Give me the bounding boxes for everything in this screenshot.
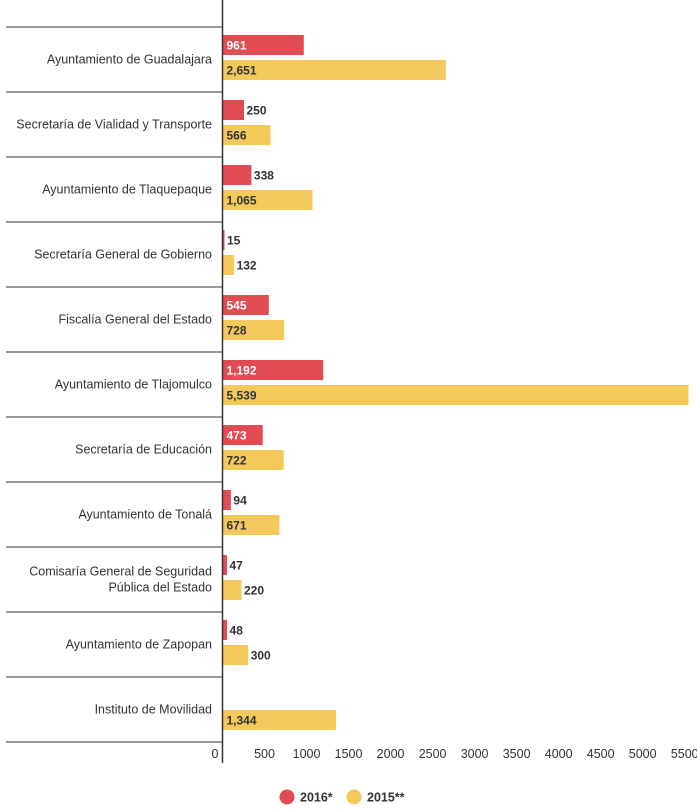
x-tick-label: 3500 <box>503 747 531 761</box>
bar-value-labels: 961 250 338 15 545 1,192 473 94 47 48 2,651 566 1,06… <box>227 39 275 728</box>
x-tick-label: 5500 <box>671 747 697 761</box>
category-label: Secretaría General de Gobierno <box>34 248 212 262</box>
bar-2015 <box>223 125 271 145</box>
category-label: Secretaría de Vialidad y Transporte <box>16 118 212 132</box>
bar-value-label: 47 <box>229 559 243 573</box>
category-label: Instituto de Movilidad <box>95 703 212 717</box>
bar-value-label: 1,192 <box>227 364 257 378</box>
bar-value-label: 48 <box>230 624 244 638</box>
bar-value-label: 671 <box>227 519 247 533</box>
category-label: Ayuntamiento de Tonalá <box>78 508 212 522</box>
category-label: Ayuntamiento de Tlaquepaque <box>42 183 212 197</box>
x-tick-label: 3000 <box>461 747 489 761</box>
bar-2016 <box>223 620 228 640</box>
x-tick-label: 2500 <box>419 747 447 761</box>
category-label: Ayuntamiento de Tlajomulco <box>55 378 212 392</box>
bar-value-label: 722 <box>227 454 247 468</box>
bar-2016 <box>223 555 227 575</box>
bar-value-label: 545 <box>227 299 247 313</box>
bar-2016 <box>223 230 225 250</box>
bar-2016 <box>223 425 263 445</box>
bar-value-label: 338 <box>254 169 274 183</box>
bar-2015 <box>223 580 242 600</box>
x-axis-tick-labels: 0 500 1000 1500 2000 2500 3000 3500 4000 4500 5000… <box>212 747 697 761</box>
bar-value-label: 250 <box>247 104 267 118</box>
x-tick-label: 4500 <box>587 747 615 761</box>
category-label: Ayuntamiento de Guadalajara <box>47 53 212 67</box>
bar-value-label: 94 <box>233 494 247 508</box>
bar-value-label: 132 <box>237 259 257 273</box>
legend: 2016* 2015** <box>279 789 405 805</box>
bar-value-label: 473 <box>227 429 247 443</box>
x-tick-label: 0 <box>212 747 219 761</box>
bar-value-label: 220 <box>244 584 264 598</box>
bar-2015 <box>223 515 280 535</box>
bar-2016 <box>223 295 269 315</box>
x-tick-label: 2000 <box>377 747 405 761</box>
bar-value-label: 566 <box>227 129 247 143</box>
bar-2015 <box>223 385 689 405</box>
legend-swatch <box>279 789 295 805</box>
category-separators <box>6 26 223 743</box>
category-label: Secretaría de Educación <box>75 443 212 457</box>
legend-label: 2015** <box>367 791 405 805</box>
bar-2015 <box>223 320 285 340</box>
bar-value-label: 5,539 <box>227 389 257 403</box>
bar-value-label: 1,065 <box>227 194 257 208</box>
bar-2015 <box>223 710 336 730</box>
bar-2016 <box>223 165 252 185</box>
x-tick-label: 5000 <box>629 747 657 761</box>
bar-2016 <box>223 35 304 55</box>
bar-2015 <box>223 255 235 275</box>
bar-2016 <box>223 490 231 510</box>
x-tick-label: 500 <box>254 747 275 761</box>
bar-value-label: 300 <box>251 649 271 663</box>
bar-2016 <box>223 100 245 120</box>
category-labels: Ayuntamiento de Guadalajara Secretaría de… <box>16 53 212 717</box>
x-tick-label: 4000 <box>545 747 573 761</box>
legend-swatch <box>346 789 362 805</box>
bar-value-label: 728 <box>227 324 247 338</box>
bar-2016 <box>223 360 324 380</box>
bar-value-label: 15 <box>227 234 241 248</box>
category-label: Comisaría General de Seguridad Pública de… <box>29 565 212 595</box>
bars <box>223 35 689 730</box>
x-tick-label: 1000 <box>293 747 321 761</box>
category-label: Ayuntamiento de Zapopan <box>66 638 212 652</box>
bar-2015 <box>223 645 249 665</box>
bar-2015 <box>223 450 284 470</box>
x-tick-label: 1500 <box>335 747 363 761</box>
category-label: Fiscalía General del Estado <box>58 313 212 327</box>
bar-2015 <box>223 190 313 210</box>
bar-value-label: 1,344 <box>227 714 257 728</box>
bar-value-label: 2,651 <box>227 64 257 78</box>
bar-2015 <box>223 60 446 80</box>
bar-value-label: 961 <box>227 39 247 53</box>
legend-label: 2016* <box>300 791 333 805</box>
